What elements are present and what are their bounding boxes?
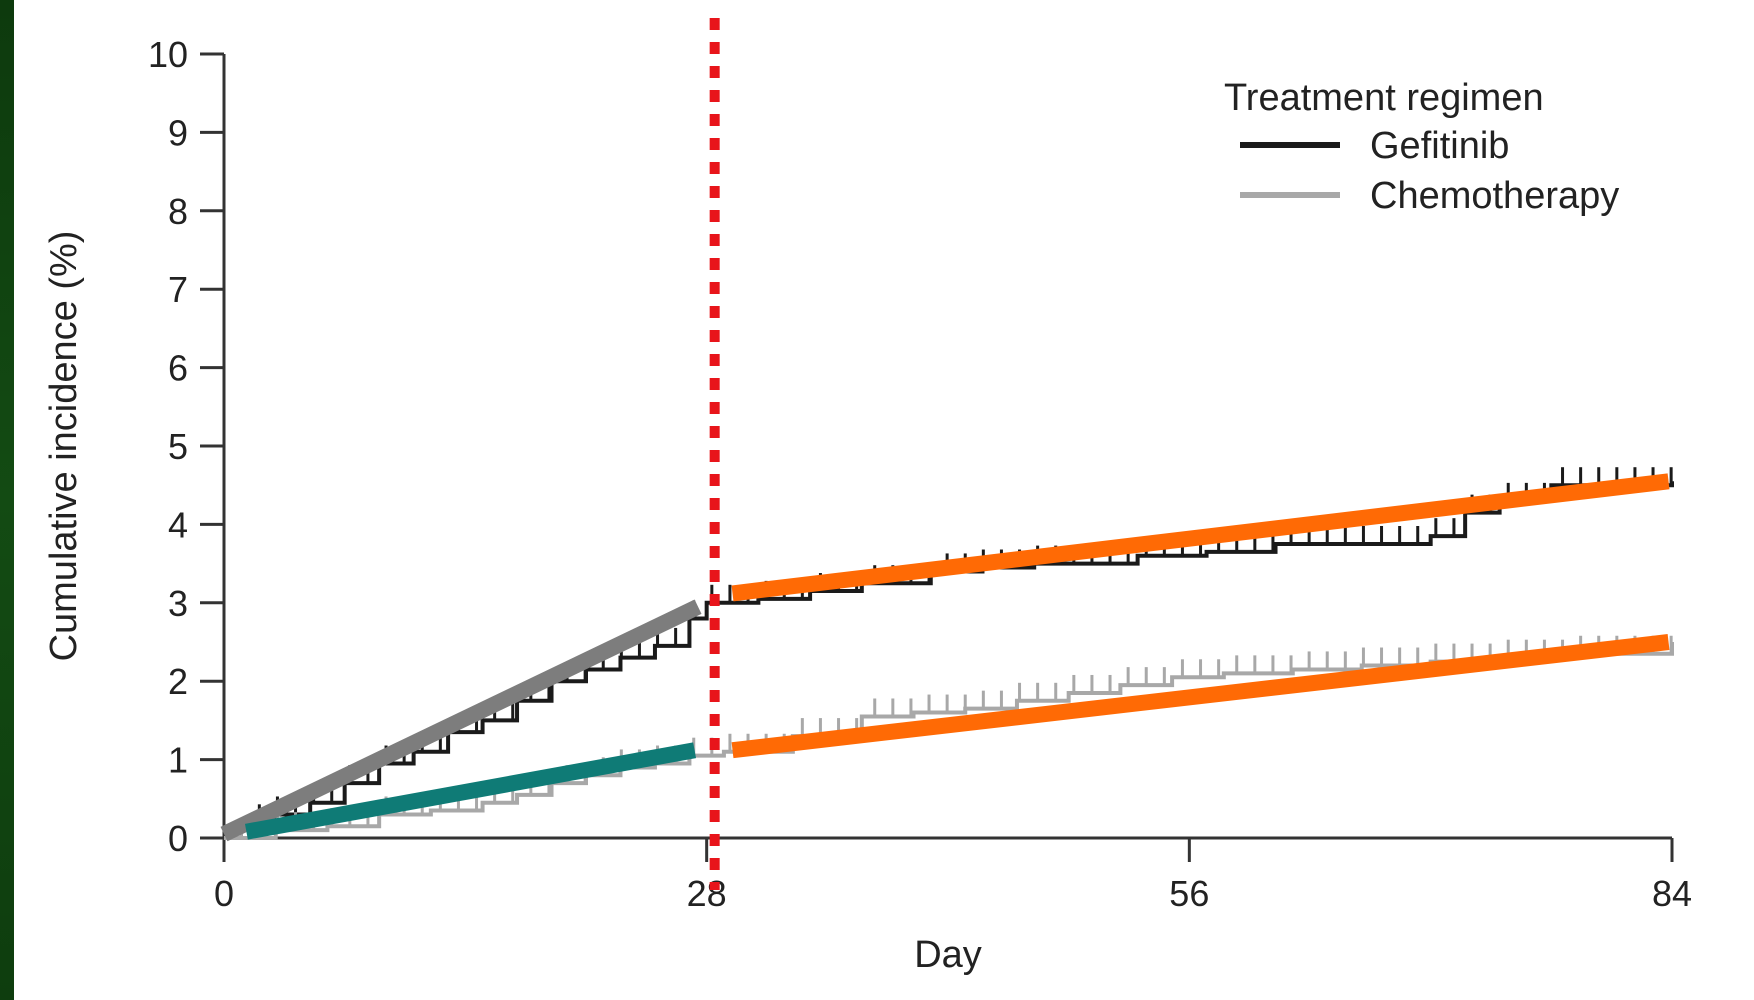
x-ticks: 0 28 56 84	[214, 838, 1692, 914]
x-tick-label: 56	[1169, 873, 1209, 914]
annotation-layer	[220, 18, 1670, 890]
y-tick-label: 7	[168, 269, 188, 310]
y-tick-label: 2	[168, 661, 188, 702]
y-tick-label: 8	[168, 191, 188, 232]
y-tick-label: 10	[148, 34, 188, 75]
chart-canvas: 0 1 2 3 4 5 6 7 8 9 10 0 28 56 84 Day Cumulative inci…	[14, 0, 1754, 1000]
y-axis-title: Cumulative incidence (%)	[43, 231, 85, 662]
trend-line-1	[220, 599, 702, 842]
y-ticks: 0 1 2 3 4 5 6 7 8 9 10	[148, 34, 224, 859]
legend: Treatment regimen Gefitinib Chemotherapy	[1224, 77, 1619, 217]
y-tick-label: 1	[168, 740, 188, 781]
y-tick-label: 9	[168, 112, 188, 153]
trend-line-2	[244, 742, 697, 840]
y-tick-label: 4	[168, 504, 188, 545]
legend-label-gefitinib: Gefitinib	[1370, 125, 1509, 167]
trend-line-4	[731, 634, 1670, 759]
series-layer	[223, 467, 1674, 840]
y-tick-label: 0	[168, 818, 188, 859]
x-tick-label: 0	[214, 873, 234, 914]
legend-label-chemotherapy: Chemotherapy	[1370, 175, 1619, 217]
y-tick-label: 5	[168, 426, 188, 467]
x-tick-label: 28	[687, 873, 727, 914]
y-tick-label: 3	[168, 583, 188, 624]
legend-title: Treatment regimen	[1224, 77, 1544, 119]
x-tick-label: 84	[1652, 873, 1692, 914]
y-tick-label: 6	[168, 348, 188, 389]
series-gefitinib-censor-marks	[239, 467, 1673, 838]
trend-line-3	[731, 473, 1670, 602]
x-axis-title: Day	[914, 934, 982, 976]
